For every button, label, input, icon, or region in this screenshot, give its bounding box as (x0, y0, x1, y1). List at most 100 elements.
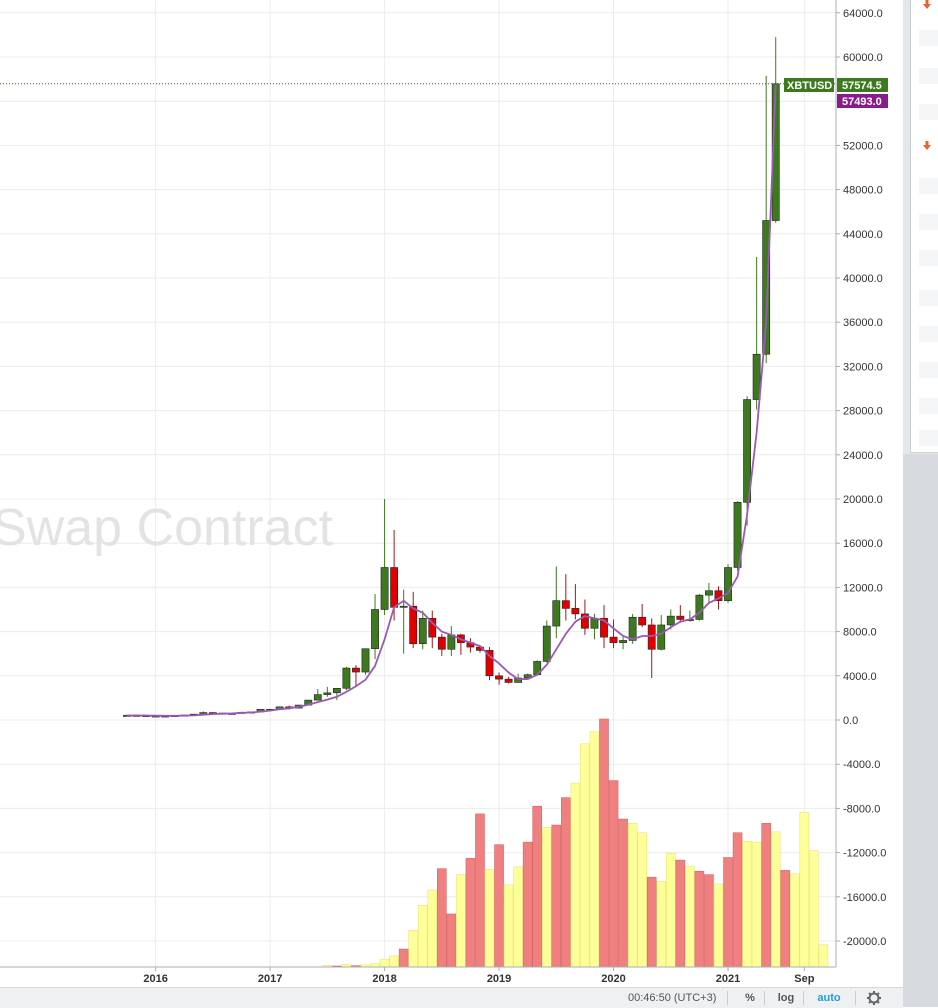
volume-bar (723, 857, 733, 968)
price-tick-label: 32000.0 (843, 361, 883, 373)
time-tick-label: 2020 (601, 973, 625, 985)
price-tick-label: -12000.0 (843, 848, 886, 860)
log-scale-button[interactable]: log (777, 992, 795, 1004)
time-axis[interactable]: 2016 2017 2018 2019 2020 2021 Sep (143, 967, 815, 985)
side-row (919, 430, 938, 446)
price-tick-label: 36000.0 (843, 317, 883, 329)
volume-bar (770, 831, 781, 968)
candle-body (762, 220, 771, 355)
volume-bar (389, 955, 399, 968)
volume-bar (618, 818, 628, 968)
percent-scale-button[interactable]: % (745, 992, 755, 1004)
side-row (919, 398, 938, 414)
volume-bar (637, 832, 647, 968)
ma-price-tag-bg (837, 94, 888, 108)
right-toolbar-lower (903, 454, 938, 1007)
chart-grid (0, 0, 836, 967)
volume-bar (761, 823, 771, 968)
price-tick-label: 16000.0 (843, 538, 883, 550)
volume-bar (561, 797, 571, 968)
auto-scale-button[interactable]: auto (817, 992, 841, 1004)
volume-bar (503, 884, 514, 968)
price-tick-label: 24000.0 (843, 450, 883, 462)
volume-bar (379, 959, 390, 968)
candle-body (323, 692, 332, 695)
volume-bar (732, 832, 743, 968)
volume-bar (809, 850, 819, 968)
volume-bar (522, 841, 533, 968)
price-tick-label: -20000.0 (843, 936, 886, 948)
volume-bar (456, 874, 466, 968)
candle-body (628, 616, 637, 641)
price-tick-label: 40000.0 (843, 273, 883, 285)
symbol-label: XBTUSD (787, 80, 832, 92)
candle-body (666, 615, 675, 626)
candle-body (437, 636, 446, 650)
volume-bar (484, 869, 495, 968)
last-price-tag: 57574.5 (837, 78, 888, 92)
price-chart[interactable]: Swap Contract 64000.060000.056000.052000… (0, 0, 903, 987)
candle-body (399, 605, 408, 608)
volume-bar (665, 852, 676, 968)
candle-body (495, 675, 503, 680)
price-tick-label: -4000.0 (843, 759, 880, 771)
arrow-down-icon[interactable] (921, 0, 933, 11)
price-tick-label: 52000.0 (843, 140, 883, 152)
volume-bar (446, 913, 457, 968)
volume-bar (370, 963, 380, 968)
clock-value: 00:46:50 (628, 992, 671, 1004)
volume-bar (599, 718, 609, 968)
price-axis[interactable]: 64000.060000.056000.052000.048000.044000… (836, 8, 886, 948)
volume-bar (713, 883, 724, 968)
volume-bar (704, 874, 714, 968)
price-tick-label: -8000.0 (843, 803, 880, 815)
candle-body (571, 608, 580, 615)
volume-bar (398, 948, 409, 968)
side-row (919, 250, 938, 266)
time-tick-label: 2018 (372, 973, 396, 985)
volume-bar (656, 881, 667, 968)
volume-bar (551, 824, 562, 968)
candle-body (705, 590, 713, 596)
symbol-price-tag: XBTUSD (784, 78, 834, 92)
separator (727, 991, 728, 1005)
candle-body (609, 636, 618, 643)
volume-bar (541, 827, 552, 968)
volume-bar (799, 811, 810, 968)
volume-bar (685, 865, 695, 968)
volume-bar (570, 782, 581, 968)
volume-bar (818, 944, 829, 968)
candle-body (619, 640, 627, 643)
time-tick-label: 2019 (487, 973, 511, 985)
volume-bar (532, 805, 543, 968)
candle-body (371, 609, 379, 650)
volume-bar (437, 868, 447, 968)
candle-body (676, 615, 685, 620)
volume-bar (475, 813, 485, 968)
candlesticks (123, 37, 780, 718)
volume-bar (751, 841, 762, 968)
moving-average-line (126, 84, 777, 717)
candle-body (409, 605, 418, 645)
candle-body (332, 687, 341, 694)
candle-body (590, 618, 599, 629)
volume-bar (646, 876, 657, 968)
volume-bar (580, 743, 590, 968)
candle-body (695, 594, 704, 620)
separator (855, 991, 856, 1005)
clock-time: 00:46:50 (UTC+3) (628, 992, 716, 1004)
side-row (919, 326, 938, 342)
volume-bars (322, 718, 829, 968)
arrow-down-icon[interactable] (921, 140, 933, 152)
gear-icon[interactable] (866, 990, 882, 1006)
volume-bar (494, 844, 504, 968)
candle-body (447, 634, 456, 650)
candle-body (552, 600, 561, 627)
ma-price-label: 57493.0 (842, 96, 882, 108)
side-panel[interactable] (910, 0, 938, 453)
candle-body (752, 353, 761, 400)
candle-body (361, 648, 370, 673)
candle-body (657, 624, 666, 650)
time-tick-label: Sep (794, 973, 814, 985)
price-tick-label: -16000.0 (843, 892, 886, 904)
